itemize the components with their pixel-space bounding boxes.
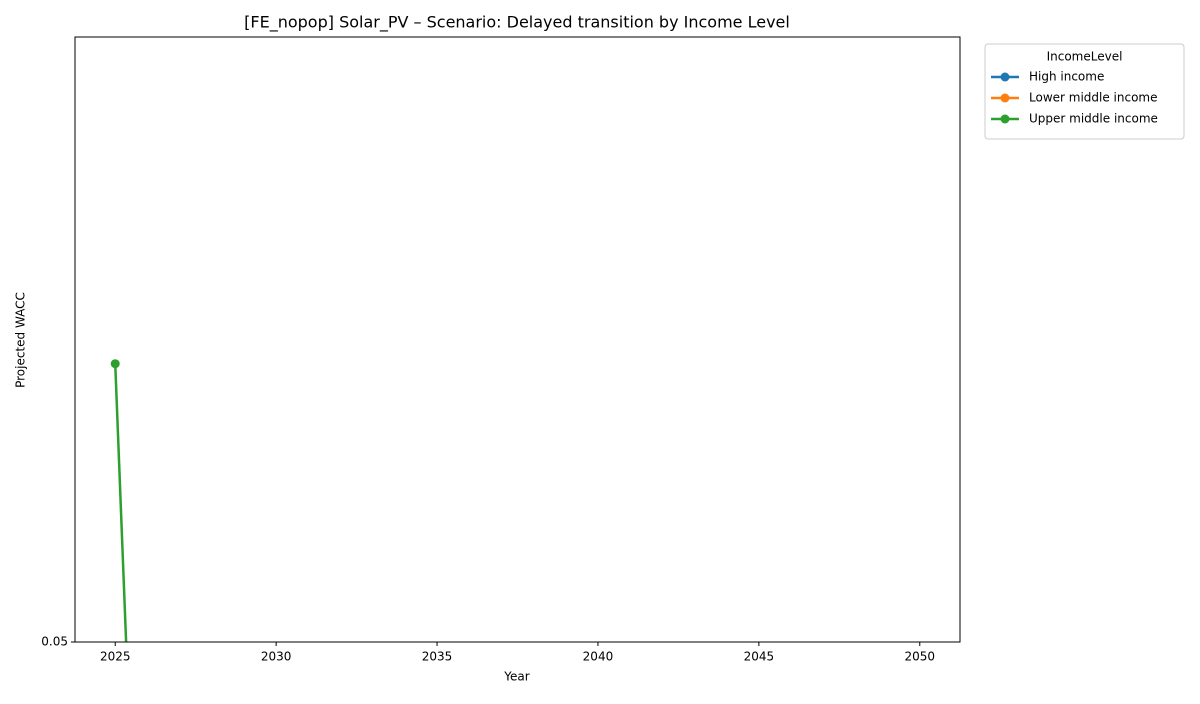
x-tick-label: 2035 [422,650,453,664]
legend-label: Upper middle income [1029,112,1158,126]
legend-label: Lower middle income [1029,91,1158,105]
point-marker [110,359,120,369]
legend-marker [1000,114,1010,124]
x-tick-label: 2050 [904,650,935,664]
legend-marker [1000,72,1010,82]
x-tick-label: 2030 [261,650,292,664]
y-axis-label: Projected WACC [14,292,28,388]
x-tick-label: 2040 [583,650,614,664]
legend-label: High income [1029,70,1104,84]
x-tick-label: 2045 [744,650,775,664]
plot-area [110,359,128,642]
y-tick-label: 0.05 [41,635,68,649]
chart-title: [FE_nopop] Solar_PV – Scenario: Delayed … [244,13,790,33]
plot-frame [74,36,961,643]
x-axis-label: Year [503,670,529,684]
legend-marker [1000,93,1010,103]
series-line [113,363,128,642]
legend-title: IncomeLevel [1047,50,1123,64]
legend-box [984,43,1185,140]
x-tick-label: 2025 [100,650,131,664]
